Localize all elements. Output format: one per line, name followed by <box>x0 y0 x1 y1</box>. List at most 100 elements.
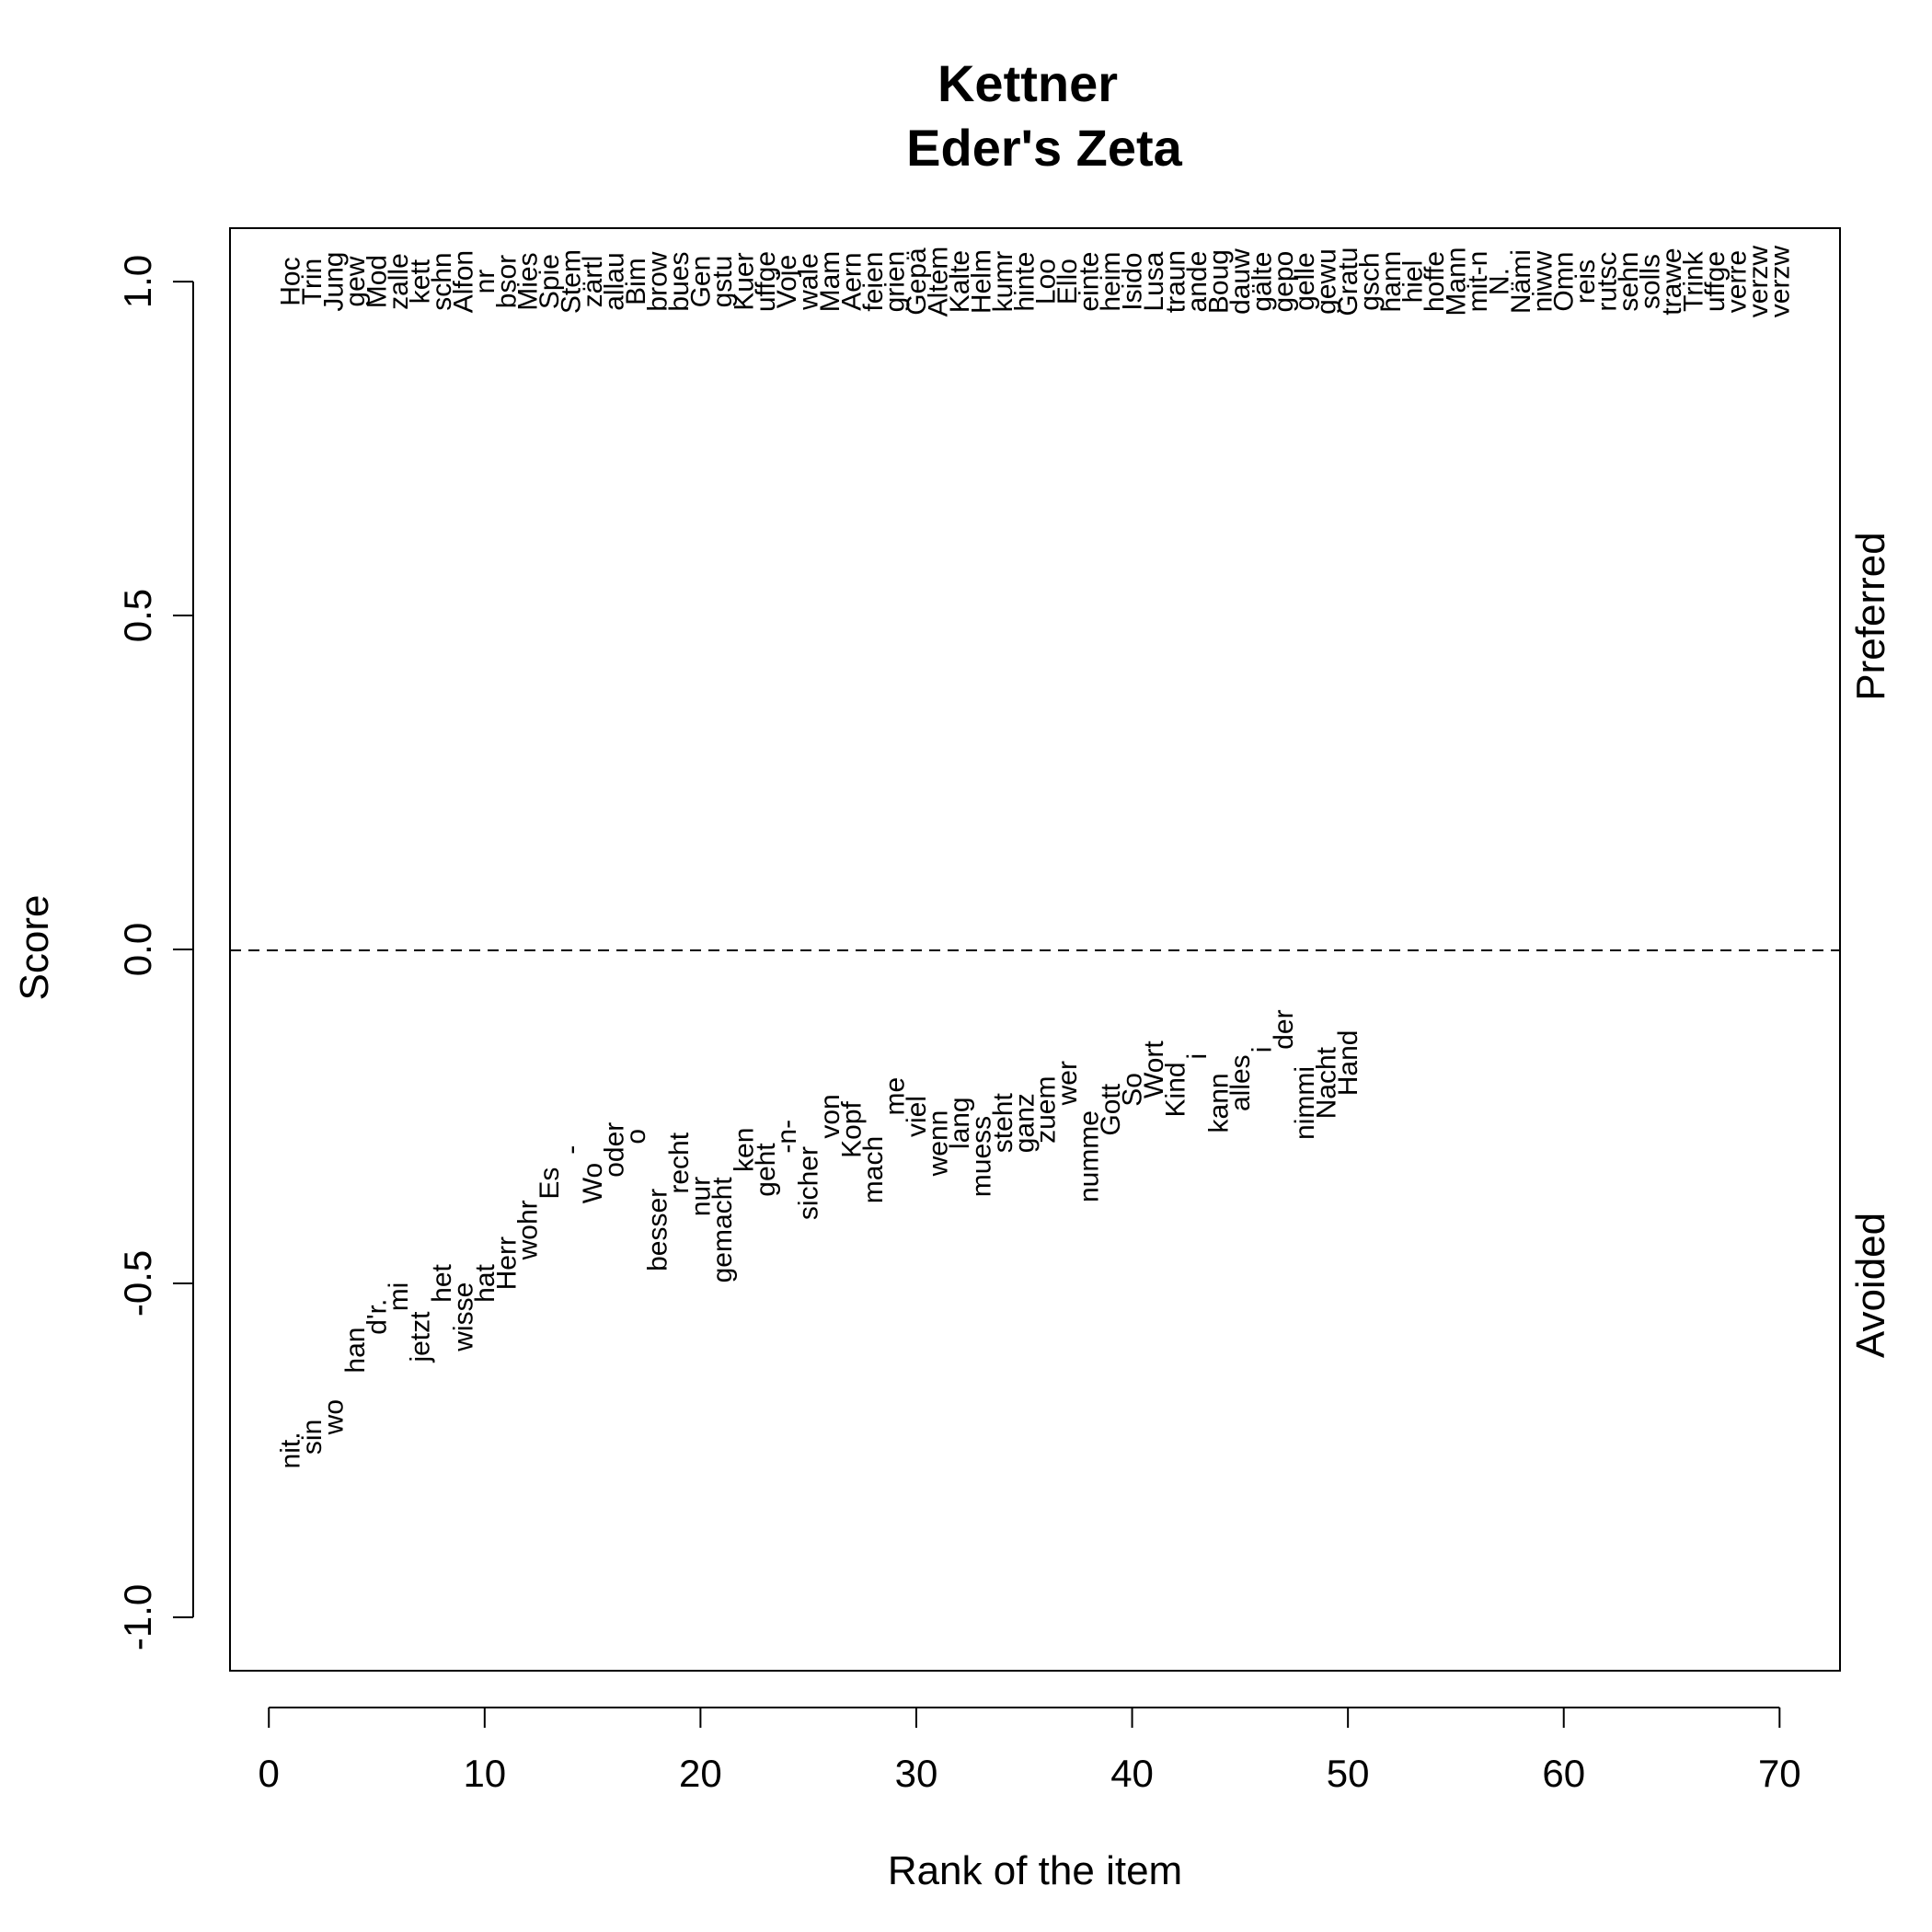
data-point-label: Jung <box>319 252 350 312</box>
data-point-label: Stem <box>557 249 587 314</box>
data-point-label: bues <box>664 252 695 312</box>
data-point-label: Helm <box>966 249 996 314</box>
data-point-label: uffge <box>751 251 781 312</box>
data-point-label: Bim <box>621 258 651 305</box>
data-point-label: mi <box>384 1282 414 1312</box>
data-point-label: allau <box>600 252 630 310</box>
data-point-label: Gepä <box>902 247 932 316</box>
data-point-label: steht <box>988 1093 1018 1154</box>
y-tick-label: 0.5 <box>116 589 159 642</box>
data-point-label: hinte <box>1009 252 1040 312</box>
data-point-label: heim <box>1096 252 1126 312</box>
data-point-label: von <box>815 1094 845 1138</box>
data-point-label: nr <box>470 270 500 294</box>
data-point-label: Gratu <box>1333 247 1363 316</box>
data-point-label: o <box>621 1129 651 1144</box>
data-point-label: Alfon <box>448 250 478 313</box>
data-point-label: Mod <box>362 255 393 308</box>
data-point-label: niww <box>1527 250 1558 312</box>
data-point-label: feien <box>858 252 889 312</box>
data-point-label: mach <box>858 1136 889 1203</box>
data-point-label: numme <box>1075 1110 1105 1202</box>
data-point-label: hoffe <box>1420 251 1450 312</box>
data-point-label: Mann <box>1441 247 1471 316</box>
data-point-label: nit. <box>276 1432 306 1468</box>
data-point-label: der <box>1269 1009 1299 1049</box>
data-point-label: Kalte <box>945 250 975 313</box>
data-point-label: besser <box>642 1189 673 1271</box>
data-point-label: gälte <box>1247 252 1277 312</box>
data-point-label: ande <box>1182 251 1213 313</box>
data-point-label: d'r. <box>362 1299 393 1335</box>
data-point-label: Lusa <box>1139 251 1169 311</box>
data-point-label: Ello <box>1052 259 1083 305</box>
data-point-label: hann <box>1376 251 1407 313</box>
data-point-label: viel <box>902 1096 932 1137</box>
y-tick-label: 0.0 <box>116 923 159 976</box>
data-point-label: han <box>340 1328 371 1374</box>
data-point-label: Voje <box>772 255 802 308</box>
data-point-label: grien <box>880 251 911 313</box>
data-point-label: kett <box>405 259 435 304</box>
data-point-label: Isido <box>1118 252 1148 310</box>
data-point-label: gemacht <box>707 1177 738 1283</box>
data-point-label: alles <box>1225 1054 1256 1111</box>
series-preferred: HocTrinJunggewModzallekettschnAlfonnrbso… <box>276 246 1796 318</box>
x-tick-label: 50 <box>1327 1752 1370 1795</box>
data-point-label: Hoc <box>276 257 306 305</box>
data-point-label: Nämi <box>1506 249 1536 314</box>
data-point-label: zuem <box>1031 1076 1062 1144</box>
avoided-side-label: Avoided <box>1848 1213 1893 1358</box>
data-point-label: i <box>1182 1053 1213 1060</box>
data-point-label: verzw <box>1743 246 1774 318</box>
x-axis-label: Rank of the item <box>888 1848 1182 1893</box>
chart-title: Kettner <box>937 54 1118 112</box>
data-point-label: zalle <box>384 253 414 310</box>
data-point-label: oder <box>600 1122 630 1178</box>
y-tick-label: -0.5 <box>116 1250 159 1317</box>
data-point-label: Altem <box>923 247 953 317</box>
data-point-label: Hand <box>1333 1030 1363 1097</box>
data-point-label: wohr <box>513 1200 544 1260</box>
data-point-label: reis <box>1570 259 1601 304</box>
y-tick-label: -1.0 <box>116 1584 159 1650</box>
data-point-label: nur <box>685 1177 716 1216</box>
data-point-label: trawe <box>1657 247 1687 315</box>
data-point-label: N. <box>1484 268 1514 295</box>
data-point-label: ganz <box>1009 1093 1040 1153</box>
data-point-label: jetzt <box>405 1311 435 1363</box>
data-point-label: Es <box>535 1167 565 1200</box>
data-point-label: verzw <box>1765 246 1795 318</box>
x-tick-label: 70 <box>1758 1752 1801 1795</box>
data-point-label: - <box>557 1145 587 1155</box>
data-point-label: geht <box>751 1143 781 1197</box>
data-point-label: muess <box>966 1116 996 1197</box>
data-point-label: Mies <box>513 252 544 310</box>
data-point-label: gelle <box>1290 252 1320 310</box>
data-point-label: me <box>880 1077 911 1116</box>
data-point-label: Kuer <box>729 252 759 310</box>
data-point-label: mit-n <box>1463 251 1493 313</box>
data-point-label: solls <box>1636 254 1666 309</box>
data-point-label: Kopf <box>837 1100 868 1157</box>
data-point-label: gewu <box>1312 248 1342 315</box>
data-point-label: wo <box>319 1399 350 1435</box>
data-point-label: Loo <box>1031 259 1062 305</box>
data-point-label: verre <box>1721 250 1752 313</box>
y-axis-label: Score <box>12 895 57 1001</box>
data-point-label: Boug <box>1203 249 1234 314</box>
data-point-label: wenn <box>923 1110 953 1178</box>
data-point-label: kann <box>1203 1073 1234 1133</box>
x-tick-label: 60 <box>1542 1752 1585 1795</box>
chart-subtitle: Eder's Zeta <box>906 119 1183 177</box>
data-point-label: brow <box>642 251 673 311</box>
data-point-label: lang <box>945 1097 975 1149</box>
data-point-label: Gott <box>1096 1083 1126 1135</box>
data-point-label: Wort <box>1139 1041 1169 1098</box>
data-point-label: einte <box>1075 252 1105 312</box>
x-tick-label: 10 <box>463 1752 506 1795</box>
data-point-label: schn <box>427 252 457 310</box>
data-point-label: sicher <box>794 1146 824 1220</box>
data-point-label: gew <box>340 256 371 306</box>
